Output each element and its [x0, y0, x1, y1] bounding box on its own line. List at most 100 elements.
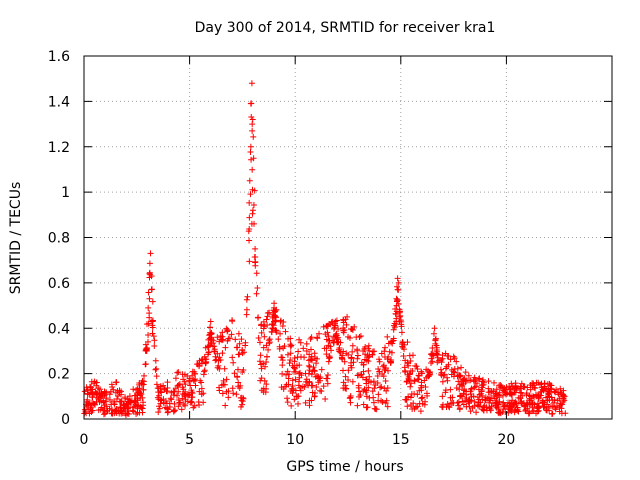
data-point	[138, 379, 145, 386]
data-point	[349, 378, 356, 385]
data-point	[103, 408, 110, 415]
data-point	[413, 403, 420, 410]
data-point	[465, 372, 472, 379]
data-point	[298, 372, 305, 379]
data-point	[313, 383, 320, 390]
data-point	[253, 270, 260, 277]
data-point	[490, 393, 497, 400]
data-point	[366, 373, 373, 380]
data-point	[347, 393, 354, 400]
data-point	[473, 409, 480, 416]
data-point	[278, 354, 285, 361]
data-point	[455, 399, 462, 406]
data-point	[170, 392, 177, 399]
data-point	[359, 374, 366, 381]
data-point	[202, 360, 209, 367]
data-point	[89, 394, 96, 401]
data-point	[348, 326, 355, 333]
data-point	[252, 245, 259, 252]
data-point	[467, 408, 474, 415]
data-point	[197, 377, 204, 384]
data-point	[375, 397, 382, 404]
y-tick-label: 0.2	[48, 367, 70, 383]
data-point	[395, 279, 402, 286]
data-point	[310, 364, 317, 371]
data-point	[236, 340, 243, 347]
data-point	[386, 348, 393, 355]
data-point	[365, 367, 372, 374]
data-point	[108, 381, 115, 388]
data-point	[291, 368, 298, 375]
data-points	[81, 80, 569, 419]
data-point	[248, 80, 255, 87]
data-point	[219, 350, 226, 357]
data-point	[308, 346, 315, 353]
data-point	[148, 286, 155, 293]
data-point	[214, 334, 221, 341]
data-point	[308, 382, 315, 389]
data-point	[501, 403, 508, 410]
data-point	[312, 355, 319, 362]
data-point	[172, 385, 179, 392]
data-point	[296, 336, 303, 343]
data-point	[377, 384, 384, 391]
data-point	[472, 383, 479, 390]
data-point	[454, 365, 461, 372]
data-point	[324, 372, 331, 379]
data-point	[360, 401, 367, 408]
data-point	[162, 404, 169, 411]
data-point	[113, 408, 120, 415]
data-point	[527, 381, 534, 388]
data-point	[472, 377, 479, 384]
data-point	[284, 399, 291, 406]
data-point	[279, 322, 286, 329]
data-point	[307, 356, 314, 363]
data-point	[258, 329, 265, 336]
data-point	[438, 372, 445, 379]
data-point	[179, 391, 186, 398]
data-point	[405, 393, 412, 400]
data-point	[384, 333, 391, 340]
data-point	[147, 250, 154, 257]
data-point	[272, 317, 279, 324]
data-point	[439, 355, 446, 362]
data-point	[282, 328, 289, 335]
data-point	[508, 408, 515, 415]
data-point	[345, 333, 352, 340]
data-point	[258, 361, 264, 368]
data-point	[222, 402, 229, 409]
data-point	[417, 408, 424, 415]
data-point	[100, 399, 107, 406]
data-point	[441, 371, 448, 378]
data-point	[534, 400, 541, 407]
data-point	[124, 400, 131, 407]
data-point	[246, 214, 253, 221]
data-point	[408, 380, 415, 387]
data-point	[235, 330, 242, 337]
data-point	[326, 355, 333, 362]
data-point	[276, 345, 283, 352]
data-point	[108, 401, 115, 408]
data-point	[363, 404, 370, 411]
data-point	[447, 356, 454, 363]
data-point	[381, 367, 388, 374]
data-point	[243, 296, 250, 303]
data-point	[226, 335, 233, 342]
data-point	[258, 375, 265, 382]
data-point	[541, 380, 548, 387]
data-point	[380, 362, 387, 369]
data-point	[538, 384, 545, 391]
data-point	[444, 374, 451, 381]
data-point	[233, 391, 240, 398]
data-point	[221, 365, 228, 372]
data-point	[354, 352, 361, 359]
data-point	[558, 405, 565, 412]
data-point	[283, 371, 290, 378]
data-point	[207, 318, 214, 325]
data-point	[289, 377, 296, 384]
data-point	[344, 313, 351, 320]
data-point	[289, 382, 296, 389]
data-point	[317, 387, 324, 394]
data-point	[246, 199, 253, 206]
data-point	[84, 396, 91, 403]
